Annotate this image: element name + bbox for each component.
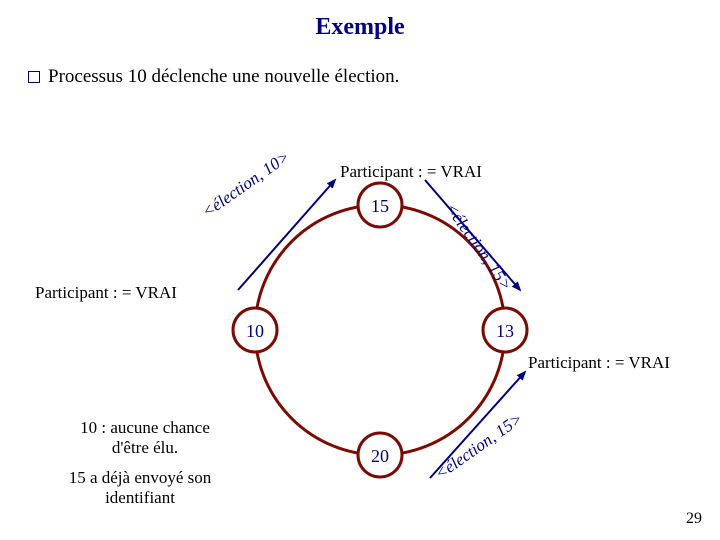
slide-number: 29 — [686, 510, 702, 528]
node-top-label: 15 — [371, 196, 389, 216]
edge-label-bottom-right: <élection, 15> — [431, 409, 526, 483]
node-bottom: 20 — [358, 433, 402, 477]
node-bottom-label: 20 — [371, 446, 389, 466]
ring-diagram: 15 13 20 10 <élection, 10> <élection, 15… — [0, 0, 720, 540]
node-top: 15 — [358, 183, 402, 227]
node-left: 10 — [233, 308, 277, 352]
node-left-label: 10 — [246, 321, 264, 341]
note-1: 10 : aucune chance d'être élu. — [60, 418, 230, 457]
annotation-right: Participant : = VRAI — [528, 353, 670, 373]
node-right-label: 13 — [496, 321, 514, 341]
edge-label-left-top: <élection, 10> — [198, 147, 293, 221]
note-2: 15 a déjà envoyé son identifiant — [55, 468, 225, 507]
annotation-left: Participant : = VRAI — [35, 283, 177, 303]
edge-label-top-right: <élection, 15> — [442, 199, 516, 294]
annotation-top: Participant : = VRAI — [340, 162, 482, 182]
node-right: 13 — [483, 308, 527, 352]
arrow-left-to-top — [238, 180, 335, 290]
